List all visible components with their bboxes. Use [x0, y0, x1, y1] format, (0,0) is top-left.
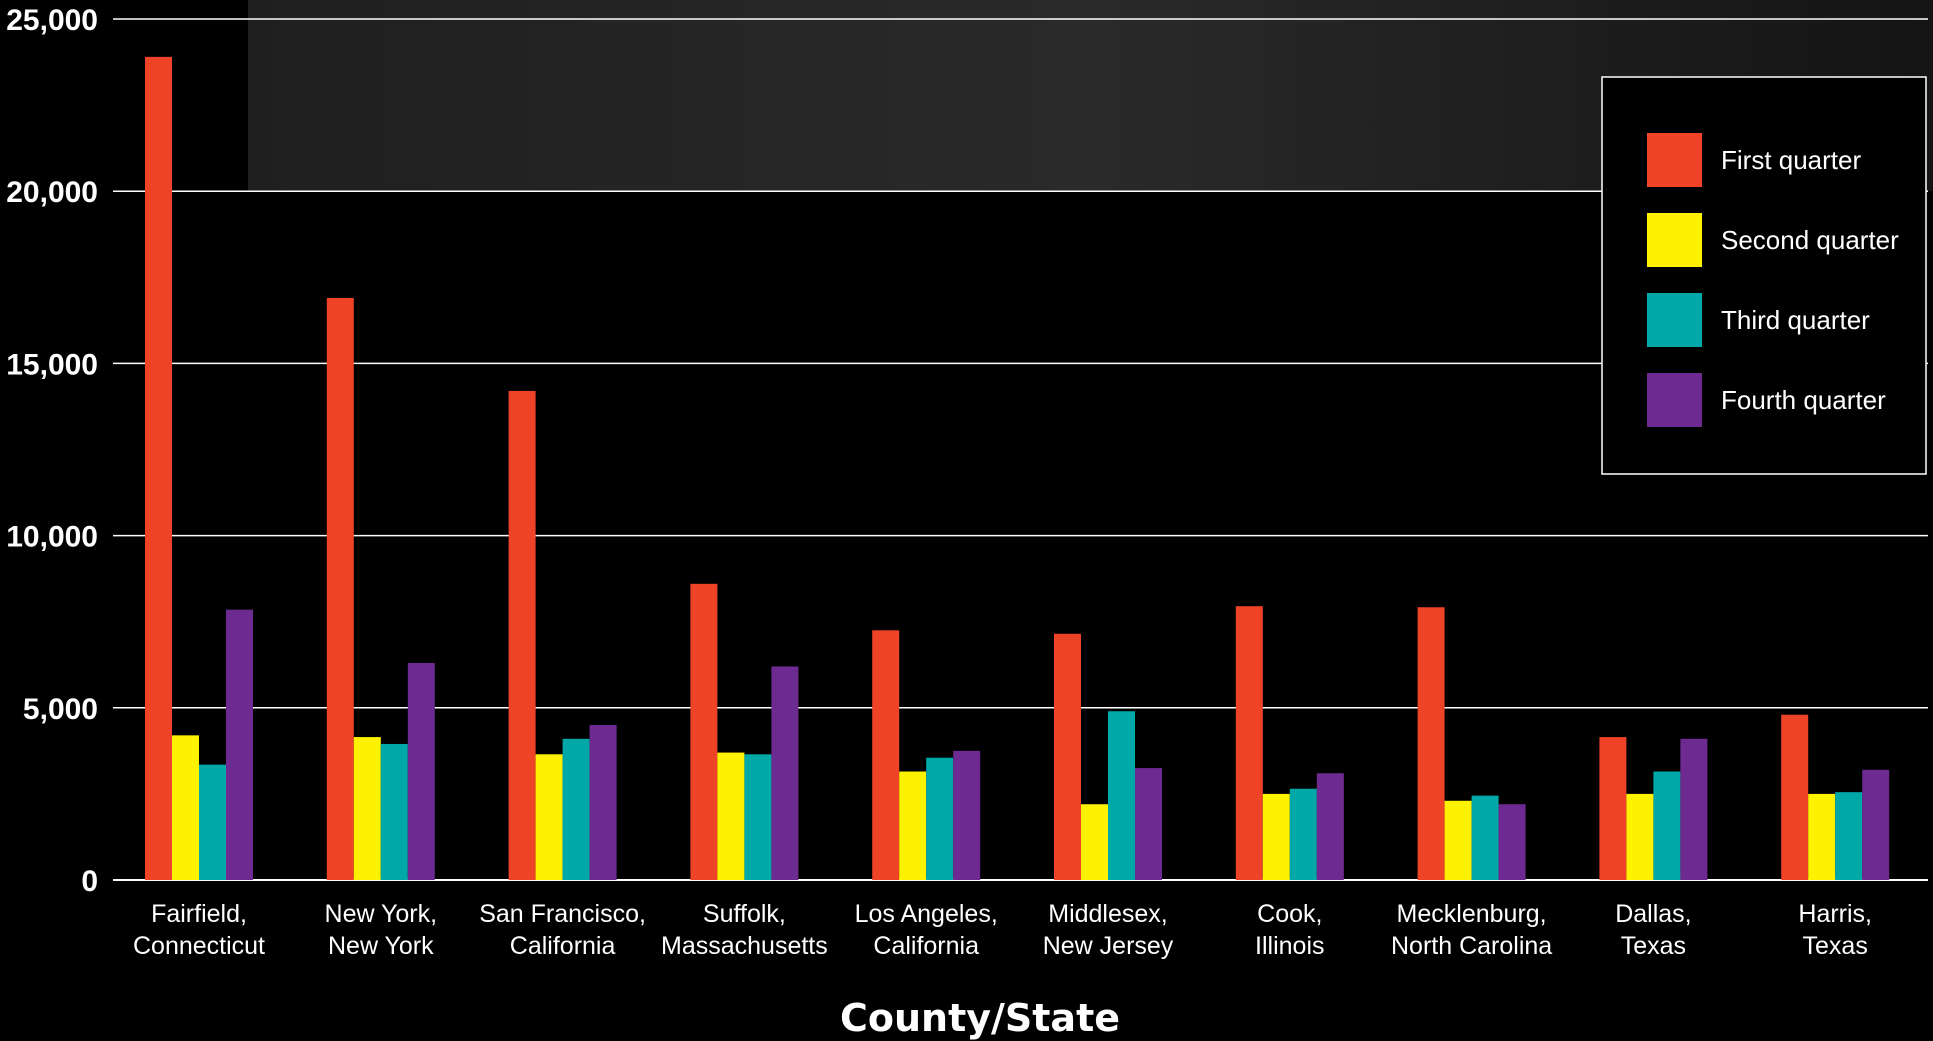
bar-second-quarter [1808, 793, 1836, 880]
legend-swatch [1647, 373, 1702, 427]
x-tick-label-line: Texas [1621, 932, 1686, 960]
bar-fourth-quarter [1498, 804, 1526, 880]
bar-third-quarter [199, 764, 226, 880]
bar-fourth-quarter [407, 663, 435, 880]
x-tick-label-line: Illinois [1255, 932, 1324, 960]
x-tick-label-line: California [510, 932, 616, 960]
bar-fourth-quarter [1862, 769, 1890, 880]
bar-first-quarter [1599, 737, 1627, 880]
bar-third-quarter [1289, 788, 1317, 880]
bar-fourth-quarter [1680, 738, 1708, 880]
bars [145, 56, 1890, 881]
x-tick-label-line: New York [328, 932, 434, 960]
x-tick-label: San Francisco, California [479, 900, 646, 960]
x-tick-label: Cook, Illinois [1255, 900, 1324, 960]
bar-second-quarter [353, 737, 381, 880]
bar-third-quarter [1108, 711, 1135, 880]
x-tick-label-line: Cook, [1257, 900, 1322, 928]
bar-second-quarter [1444, 800, 1472, 880]
bar-fourth-quarter [1316, 773, 1344, 880]
bar-first-quarter [1781, 714, 1809, 880]
bar-fourth-quarter [589, 725, 617, 880]
bar-first-quarter [872, 630, 900, 880]
y-axis-ticks: 0 5,000 10,000 15,000 20,000 25,000 [6, 4, 98, 898]
bar-fourth-quarter [771, 666, 799, 880]
x-tick-label-line: Suffolk, [703, 900, 786, 928]
bar-second-quarter [1081, 804, 1108, 880]
x-tick-label-line: San Francisco, [479, 900, 646, 928]
bar-second-quarter [1626, 793, 1654, 880]
x-tick-label: Los Angeles, California [855, 900, 998, 960]
bar-first-quarter [1054, 633, 1081, 880]
x-tick-label: Dallas, Texas [1615, 900, 1691, 960]
y-tick-label: 5,000 [23, 693, 98, 726]
bar-second-quarter [1262, 793, 1290, 880]
legend: First quarter Second quarter Third quarter… [1601, 76, 1927, 475]
x-tick-label-line: Mecklenburg, [1397, 900, 1547, 928]
y-tick-label: 15,000 [6, 348, 98, 381]
x-tick-label: Harris, Texas [1798, 900, 1872, 960]
x-tick-label: Middlesex, New Jersey [1043, 900, 1174, 960]
x-tick-label-line: North Carolina [1391, 932, 1552, 960]
legend-label: Third quarter [1721, 305, 1870, 335]
x-tick-label: Fairfield, Connecticut [133, 900, 265, 960]
x-tick-label-line: Los Angeles, [855, 900, 998, 928]
x-tick-label-line: California [873, 932, 979, 960]
bar-second-quarter [717, 752, 745, 880]
bar-first-quarter [326, 297, 354, 880]
bar-third-quarter [744, 754, 772, 880]
bar-third-quarter [1471, 795, 1499, 880]
legend-swatch [1647, 133, 1702, 187]
bar-first-quarter [1235, 606, 1263, 880]
bar-third-quarter [380, 743, 408, 880]
legend-swatch [1647, 213, 1702, 267]
y-tick-label: 10,000 [6, 521, 98, 554]
x-axis-title: County/State [840, 996, 1120, 1040]
x-tick-label-line: New Jersey [1043, 932, 1174, 960]
y-tick-label: 20,000 [6, 176, 98, 209]
legend-swatch [1647, 293, 1702, 347]
x-tick-label-line: Harris, [1798, 900, 1872, 928]
bar-third-quarter [562, 738, 590, 880]
bar-fourth-quarter [226, 609, 253, 880]
bar-first-quarter [690, 583, 718, 880]
bar-first-quarter [1417, 607, 1445, 880]
x-tick-label: Suffolk, Massachusetts [661, 900, 828, 960]
bar-second-quarter [172, 735, 199, 880]
x-tick-label-line: New York, [325, 900, 438, 928]
bar-third-quarter [926, 757, 954, 880]
x-tick-label-line: Connecticut [133, 932, 265, 960]
y-tick-label: 0 [81, 865, 98, 898]
x-tick-label: Mecklenburg, North Carolina [1391, 900, 1552, 960]
x-tick-label: New York, New York [325, 900, 438, 960]
x-tick-label-line: Middlesex, [1048, 900, 1168, 928]
x-tick-label-line: Dallas, [1615, 900, 1691, 928]
bar-third-quarter [1653, 771, 1681, 880]
legend-label: First quarter [1721, 145, 1861, 175]
bar-first-quarter [508, 390, 536, 880]
x-tick-label-line: Texas [1803, 932, 1868, 960]
x-axis-ticks: Fairfield, Connecticut New York, New York Sa… [133, 900, 1872, 960]
bar-third-quarter [1835, 792, 1863, 880]
legend-label: Fourth quarter [1721, 385, 1886, 415]
bar-fourth-quarter [1135, 768, 1162, 880]
bar-second-quarter [899, 771, 927, 880]
bar-first-quarter [145, 56, 172, 881]
x-tick-label-line: Fairfield, [151, 900, 247, 928]
bar-fourth-quarter [953, 750, 981, 880]
legend-label: Second quarter [1721, 225, 1899, 255]
bar-second-quarter [535, 754, 563, 880]
y-tick-label: 25,000 [6, 4, 98, 37]
x-tick-label-line: Massachusetts [661, 932, 828, 960]
